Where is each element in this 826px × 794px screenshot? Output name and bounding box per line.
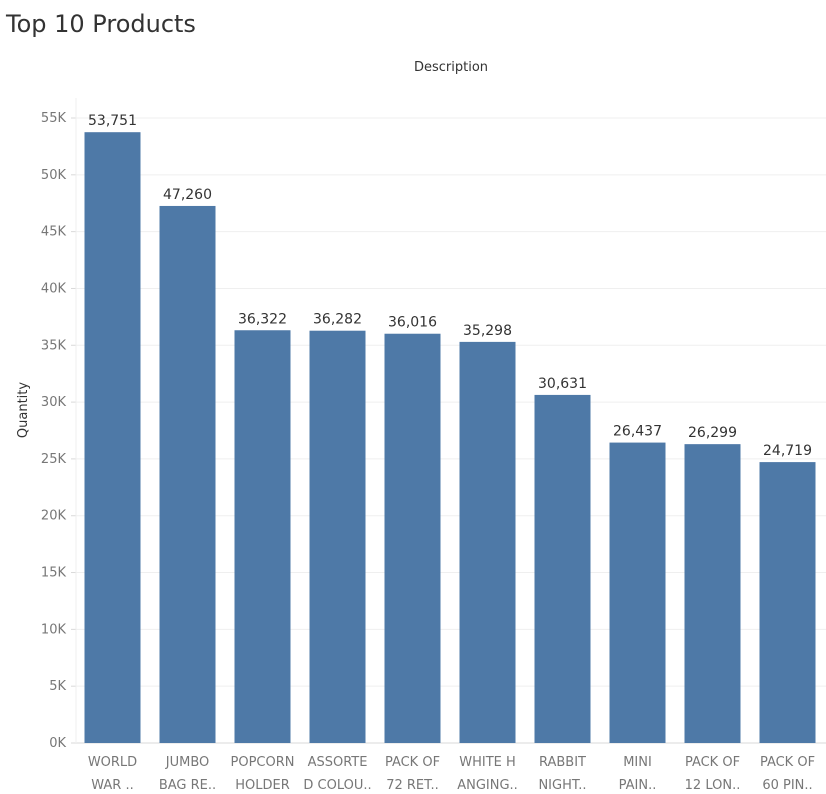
x-tick-label: ANGING.. — [457, 778, 518, 793]
y-tick-label: 5K — [49, 679, 66, 694]
y-tick-label: 40K — [41, 281, 67, 296]
bar[interactable] — [459, 341, 516, 743]
x-tick-label: 72 RET.. — [386, 778, 439, 793]
y-tick-label: 10K — [41, 622, 67, 637]
bar[interactable] — [384, 333, 441, 743]
y-tick-label: 20K — [41, 509, 67, 524]
x-tick-label: POPCORN — [231, 755, 295, 770]
bar[interactable] — [534, 394, 591, 743]
x-tick-label: WHITE H — [459, 755, 516, 770]
x-tick-label: WORLD — [88, 755, 137, 770]
x-tick-label: 60 PIN.. — [762, 778, 812, 793]
data-label: 36,282 — [313, 312, 362, 328]
data-label: 35,298 — [463, 323, 512, 339]
y-tick-label: 15K — [41, 566, 67, 581]
data-label: 24,719 — [763, 443, 812, 459]
data-label: 36,322 — [238, 311, 287, 327]
x-tick-label: D COLOU.. — [303, 778, 371, 793]
data-label: 36,016 — [388, 315, 437, 331]
data-label: 26,437 — [613, 424, 662, 440]
x-tick-label: PACK OF — [385, 755, 440, 770]
bar[interactable] — [759, 462, 816, 743]
y-tick-label: 30K — [41, 395, 67, 410]
x-tick-label: JUMBO — [165, 755, 210, 770]
x-tick-label: PACK OF — [685, 755, 740, 770]
bar[interactable] — [159, 205, 216, 744]
data-label: 47,260 — [163, 187, 212, 203]
x-tick-label: PACK OF — [760, 755, 815, 770]
y-tick-label: 50K — [41, 168, 67, 183]
x-tick-label: HOLDER — [235, 778, 290, 793]
y-tick-label: 35K — [41, 338, 67, 353]
x-tick-label: RABBIT — [539, 755, 586, 770]
bar[interactable] — [309, 330, 366, 743]
column-header: Description — [413, 60, 489, 75]
bar[interactable] — [84, 132, 141, 743]
x-tick-label: BAG RE.. — [159, 778, 216, 793]
data-label: 53,751 — [88, 113, 137, 129]
bar[interactable] — [609, 442, 666, 743]
x-tick-label: ASSORTE — [308, 755, 368, 770]
x-tick-label: MINI — [623, 755, 652, 770]
y-tick-label: 55K — [41, 111, 67, 126]
y-tick-label: 45K — [41, 225, 67, 240]
data-label: 26,299 — [688, 425, 737, 441]
x-tick-label: 12 LON.. — [685, 778, 741, 793]
bar[interactable] — [234, 330, 291, 743]
data-label: 30,631 — [538, 376, 587, 392]
y-tick-label: 0K — [49, 736, 66, 751]
bar[interactable] — [684, 444, 741, 743]
x-tick-label: PAIN.. — [619, 778, 657, 793]
chart-title: Top 10 Products — [6, 10, 196, 38]
x-tick-label: NIGHT.. — [538, 778, 586, 793]
y-tick-label: 25K — [41, 452, 67, 467]
x-tick-label: WAR .. — [91, 778, 133, 793]
y-axis-title: Quantity — [16, 382, 31, 438]
